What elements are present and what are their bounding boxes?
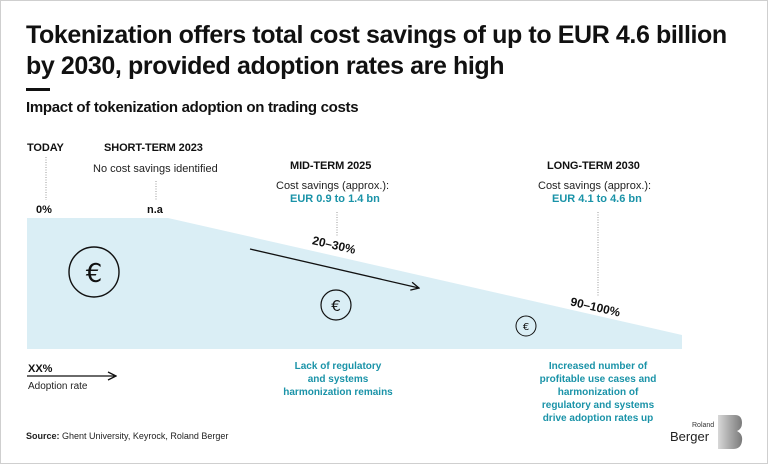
euro-icon-medium: €	[320, 289, 352, 321]
svg-text:€: €	[86, 259, 103, 289]
phase-long-term-savings: EUR 4.1 to 4.6 bn	[552, 193, 642, 205]
cost-area	[27, 218, 682, 349]
phase-long-term-description: Cost savings (approx.):	[538, 180, 652, 192]
phase-mid-term-savings: EUR 0.9 to 1.4 bn	[290, 193, 380, 205]
title-rule	[26, 88, 50, 91]
logo-word-roland: Roland	[692, 422, 715, 429]
legend-value: XX%	[28, 363, 53, 375]
subtitle: Impact of tokenization adoption on tradi…	[26, 99, 359, 116]
note-mid-term: Lack of regulatory and systems harmoniza…	[283, 361, 393, 398]
note-long-term: Increased number of profitable use cases…	[539, 361, 657, 424]
trend-arrow	[249, 248, 419, 288]
euro-icon-large: €	[68, 246, 120, 298]
logo-mark	[718, 415, 743, 449]
phase-short-term-rate: n.a	[147, 204, 163, 216]
phase-mid-term-heading: MID-TERM 2025	[290, 160, 372, 172]
euro-icon-small: €	[515, 315, 537, 337]
source-line: Source: Ghent University, Keyrock, Rolan…	[26, 431, 228, 441]
phase-mid-term-description: Cost savings (approx.):	[276, 180, 390, 192]
phase-short-term-description: No cost savings identified	[93, 163, 218, 175]
source-text: Ghent University, Keyrock, Roland Berger	[59, 431, 229, 441]
page-title: Tokenization offers total cost savings o…	[26, 21, 727, 80]
phase-today-heading: TODAY	[27, 142, 64, 154]
logo-word-berger: Berger	[670, 429, 710, 444]
legend-label: Adoption rate	[28, 381, 88, 392]
svg-text:€: €	[331, 297, 341, 315]
phase-today-rate: 0%	[36, 204, 52, 216]
source-label: Source:	[26, 431, 60, 441]
phase-long-term-heading: LONG-TERM 2030	[547, 160, 640, 172]
svg-text:€: €	[523, 322, 529, 333]
phase-short-term-heading: SHORT-TERM 2023	[104, 142, 203, 154]
